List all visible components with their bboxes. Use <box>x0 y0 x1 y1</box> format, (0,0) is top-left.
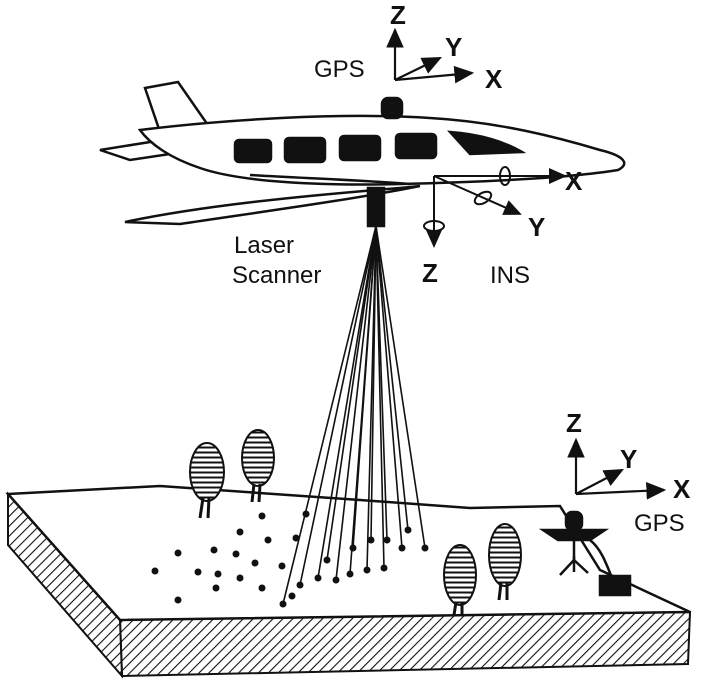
ground-point <box>258 512 266 520</box>
laser-beam <box>335 225 377 581</box>
laser-return-point <box>279 600 287 608</box>
laser-beam <box>282 225 377 605</box>
window <box>338 134 382 162</box>
laser-beam <box>326 225 377 561</box>
ground-axis-x-label: X <box>673 474 691 504</box>
laser-beam <box>375 225 426 549</box>
laser-return-point <box>421 544 429 552</box>
aircraft-axis-x-label: X <box>485 64 503 94</box>
ground-point <box>232 550 240 558</box>
window <box>283 136 327 164</box>
laser-return-point <box>314 574 322 582</box>
window <box>233 138 273 164</box>
ins-label: INS <box>490 262 531 289</box>
ins-axes <box>423 166 567 248</box>
aircraft-gps-label: GPS <box>314 56 365 83</box>
ground-point <box>210 546 218 554</box>
laser-return-point <box>380 564 388 572</box>
ground-point <box>278 562 286 570</box>
tree-icon <box>443 544 477 616</box>
laser-beam <box>370 225 377 541</box>
ground-point <box>236 528 244 536</box>
ins-axis-x-label: X <box>565 166 583 196</box>
window <box>394 132 438 160</box>
ins-axis-y-label: Y <box>528 212 546 242</box>
gps-antenna <box>380 96 404 120</box>
ground-point <box>264 536 272 544</box>
tree-icon <box>488 523 522 601</box>
laser-return-point <box>367 536 375 544</box>
laser-beam <box>375 225 403 549</box>
ground-gps-station <box>538 510 632 597</box>
ground-point <box>174 596 182 604</box>
ground-point <box>194 568 202 576</box>
ground-point <box>212 584 220 592</box>
laser-beams <box>279 225 429 608</box>
ground-top-surface <box>5 484 691 622</box>
ins-axis-z-label: Z <box>422 258 438 288</box>
ground-point <box>214 570 222 578</box>
ground-axis-z-label: Z <box>566 408 582 438</box>
ground-point <box>292 534 300 542</box>
ground-point <box>236 574 244 582</box>
cockpit-window <box>446 130 527 156</box>
aircraft-axis-y-label: Y <box>445 32 463 62</box>
laser-scanner-label-line2: Scanner <box>232 262 322 289</box>
tree-icon <box>241 429 275 503</box>
trees <box>189 429 522 616</box>
laser-beam <box>375 225 409 531</box>
laser-scanner-label-line1: Laser <box>234 232 295 259</box>
laser-beam <box>299 225 377 586</box>
laser-return-point <box>323 556 331 564</box>
laser-return-point <box>349 544 357 552</box>
laser-beam <box>375 225 388 541</box>
laser-return-point <box>363 566 371 574</box>
aircraft <box>99 80 626 228</box>
gps-recorder-box <box>598 574 632 597</box>
fuselage <box>137 114 626 186</box>
laser-beam <box>352 225 377 549</box>
ground-gps-label: GPS <box>634 510 685 537</box>
laser-return-point <box>404 526 412 534</box>
laser-return-point <box>296 581 304 589</box>
wing <box>124 184 421 226</box>
ground-point <box>174 549 182 557</box>
laser-beam <box>317 225 377 579</box>
ground-block <box>5 484 692 679</box>
laser-return-point <box>398 544 406 552</box>
ground-point <box>151 567 159 575</box>
laser-scanner-unit <box>366 186 386 228</box>
laser-return-point <box>383 536 391 544</box>
ground-point <box>288 592 296 600</box>
laser-return-point <box>332 576 340 584</box>
aircraft-axis-z-label: Z <box>390 0 406 30</box>
ground-front-face <box>118 610 692 678</box>
tree-icon <box>189 442 225 519</box>
ground-point <box>258 584 266 592</box>
ground-axis-y-label: Y <box>620 444 638 474</box>
ground-points <box>151 510 310 604</box>
ground-point <box>251 559 259 567</box>
laser-return-point <box>346 570 354 578</box>
ground-gps-axes <box>567 437 667 500</box>
aircraft-gps-axes <box>386 27 475 84</box>
